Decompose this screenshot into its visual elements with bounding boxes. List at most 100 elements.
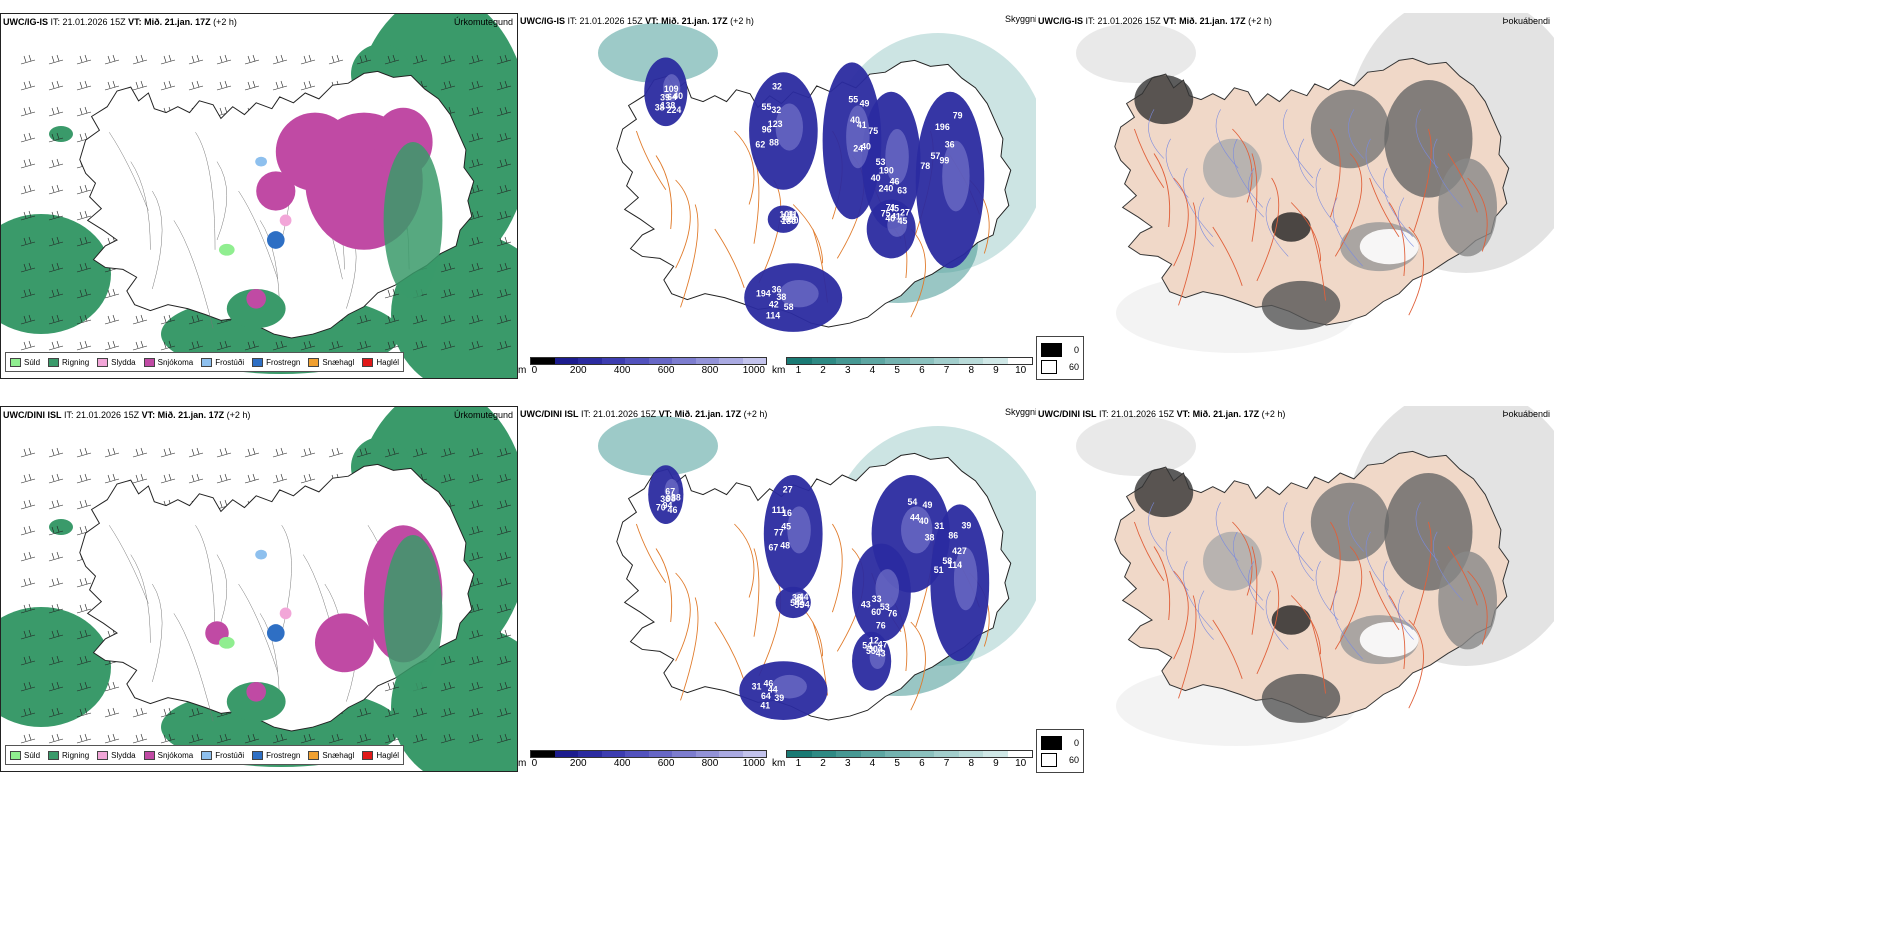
colorbar-segment bbox=[648, 751, 672, 757]
legend-swatch bbox=[362, 357, 374, 367]
colorbar-tick-label: 8 bbox=[968, 365, 975, 376]
ceiling-value-label: 180 bbox=[781, 216, 796, 226]
legend-swatch bbox=[97, 750, 109, 760]
valid-time: Mið. 21.jan. 17Z bbox=[1192, 409, 1260, 419]
fog-legend-row: 60 bbox=[1041, 751, 1079, 768]
ceiling-value-label: 194 bbox=[756, 288, 771, 298]
colorbar-segment bbox=[554, 358, 578, 364]
ceiling-value-label: 45 bbox=[898, 216, 908, 226]
panel-right-title: Úrkomutegund bbox=[453, 17, 513, 27]
ceiling-value-label: 42 bbox=[769, 299, 779, 309]
colorbar-segment bbox=[787, 358, 812, 364]
ceiling-value-label: 46 bbox=[763, 678, 773, 688]
colorbar-tick-label: 0 bbox=[531, 758, 538, 769]
colorbar-tick-label: 2 bbox=[820, 365, 826, 376]
colorbar-tick-label: 1000 bbox=[742, 365, 765, 376]
init-time: IT: 21.01.2026 15Z bbox=[64, 410, 140, 420]
legend-label: Rigning bbox=[62, 750, 90, 760]
fog-legend-swatch bbox=[1041, 342, 1062, 357]
colorbar-tick-label: 5 bbox=[894, 758, 900, 769]
colorbar-segment bbox=[934, 751, 959, 757]
ceiling-unit: m bbox=[518, 758, 527, 769]
colorbar-segment bbox=[811, 358, 836, 364]
legend-item: Rigning bbox=[48, 357, 89, 367]
ceiling-value-label: 240 bbox=[879, 184, 894, 194]
visibility-unit: km bbox=[772, 365, 786, 376]
ceiling-value-label: 190 bbox=[879, 165, 894, 175]
colorbar-segment bbox=[909, 751, 934, 757]
legend-item: Frostúði bbox=[201, 750, 245, 760]
ceiling-value-label: 45 bbox=[781, 522, 791, 532]
colorbar-tick-label: 2 bbox=[820, 758, 826, 769]
colorbar-segment bbox=[860, 751, 885, 757]
legend-item: Snjókoma bbox=[143, 357, 193, 367]
colorbar-segment bbox=[983, 751, 1008, 757]
legend-swatch bbox=[143, 750, 155, 760]
ceiling-value-label: 44 bbox=[768, 685, 778, 695]
ceiling-value-label: 70 bbox=[656, 502, 666, 512]
ceiling-value-label: 46 bbox=[890, 177, 900, 187]
ceiling-value-label: 114 bbox=[766, 310, 780, 320]
ceiling-value-label: 40 bbox=[919, 516, 929, 526]
legend-label: Snæhagl bbox=[322, 750, 355, 760]
ceiling-value-label: 96 bbox=[762, 125, 772, 135]
ceiling-unit: m bbox=[518, 365, 527, 376]
ceiling-colorbar bbox=[530, 357, 767, 365]
valid-time: Mið. 21.jan. 17Z bbox=[1179, 16, 1246, 26]
colorbar-segment bbox=[860, 358, 885, 364]
ceiling-value-label: 32 bbox=[772, 82, 782, 92]
ceiling-value-label: 47 bbox=[878, 640, 888, 650]
colorbar-tick-label: 800 bbox=[701, 365, 719, 376]
ceiling-value-label: 60 bbox=[871, 607, 881, 617]
legend-swatch bbox=[48, 357, 60, 367]
model-name: UWC/IG-IS bbox=[1038, 16, 1083, 26]
fog-legend-swatch bbox=[1041, 752, 1057, 767]
ceiling-value-label: 62 bbox=[755, 140, 765, 150]
ceiling-value-label: 109 bbox=[664, 84, 679, 94]
ceiling-value-label: 114 bbox=[948, 560, 962, 570]
ceiling-value-label: 67 bbox=[769, 543, 779, 553]
ceiling-value-label: 75 bbox=[868, 126, 878, 136]
colorbar-segment bbox=[958, 751, 983, 757]
lead-time: (+2 h) bbox=[213, 17, 237, 27]
colorbar-tick-label: 10 bbox=[1015, 758, 1027, 769]
ceiling-value-label: 76 bbox=[887, 608, 897, 618]
model-name: UWC/DINI ISL bbox=[1038, 409, 1097, 419]
ceiling-value-label: 32 bbox=[771, 105, 781, 115]
ceiling-value-label: 38 bbox=[777, 292, 787, 302]
init-time: IT: 21.01.2026 15Z bbox=[581, 409, 657, 419]
ceiling-value-label: 44 bbox=[799, 592, 809, 602]
lead-time: (+2 h) bbox=[1261, 409, 1286, 419]
ceiling-value-label: 63 bbox=[897, 186, 907, 196]
panel-right-title: Þokuábendi bbox=[1502, 16, 1550, 26]
ceiling-value-label: 123 bbox=[768, 119, 783, 129]
ceiling-value-label: 48 bbox=[780, 541, 790, 551]
colorbar-tick-label: 1 bbox=[795, 758, 802, 769]
panel-header: UWC/DINI ISL IT: 21.01.2026 15Z VT: Mið.… bbox=[3, 410, 250, 420]
colorbar-tick-label: 6 bbox=[919, 365, 925, 376]
ceiling-value-label: 94 bbox=[663, 501, 673, 511]
ceiling-value-label: 36 bbox=[945, 139, 955, 149]
ceiling-value-label: 64 bbox=[667, 92, 677, 102]
fog-index-panel-top: UWC/IG-IS IT: 21.01.2026 15Z VT: Mið. 21… bbox=[1036, 13, 1554, 358]
ceiling-value-label: 40 bbox=[861, 141, 871, 151]
ceiling-value-label: 75 bbox=[881, 208, 891, 218]
fog-legend-label: 60 bbox=[1068, 754, 1079, 765]
legend-label: Slydda bbox=[111, 750, 136, 760]
legend-label: Haglél bbox=[376, 750, 400, 760]
legend-swatch bbox=[362, 750, 374, 760]
ceiling-value-label: 131 bbox=[782, 212, 797, 222]
ceiling-value-label: 86 bbox=[948, 530, 958, 540]
ceiling-value-label: 79 bbox=[953, 111, 963, 121]
ceiling-visibility-panel-top: UWC/IG-IS IT: 21.01.2026 15Z VT: Mið. 21… bbox=[518, 13, 1038, 379]
colorbar-segment bbox=[695, 358, 719, 364]
legend-item: Súld bbox=[10, 750, 40, 760]
ceiling-value-label: 98 bbox=[666, 493, 676, 503]
ceiling-value-label: 55 bbox=[794, 600, 804, 610]
ceiling-value-label: 58 bbox=[942, 556, 952, 566]
ceiling-value-label: 39 bbox=[774, 693, 784, 703]
legend-label: Frostúði bbox=[215, 750, 245, 760]
colorbar-segment bbox=[811, 751, 836, 757]
colorbar-tick-label: 7 bbox=[943, 365, 950, 376]
ceiling-value-label: 55 bbox=[762, 102, 772, 112]
